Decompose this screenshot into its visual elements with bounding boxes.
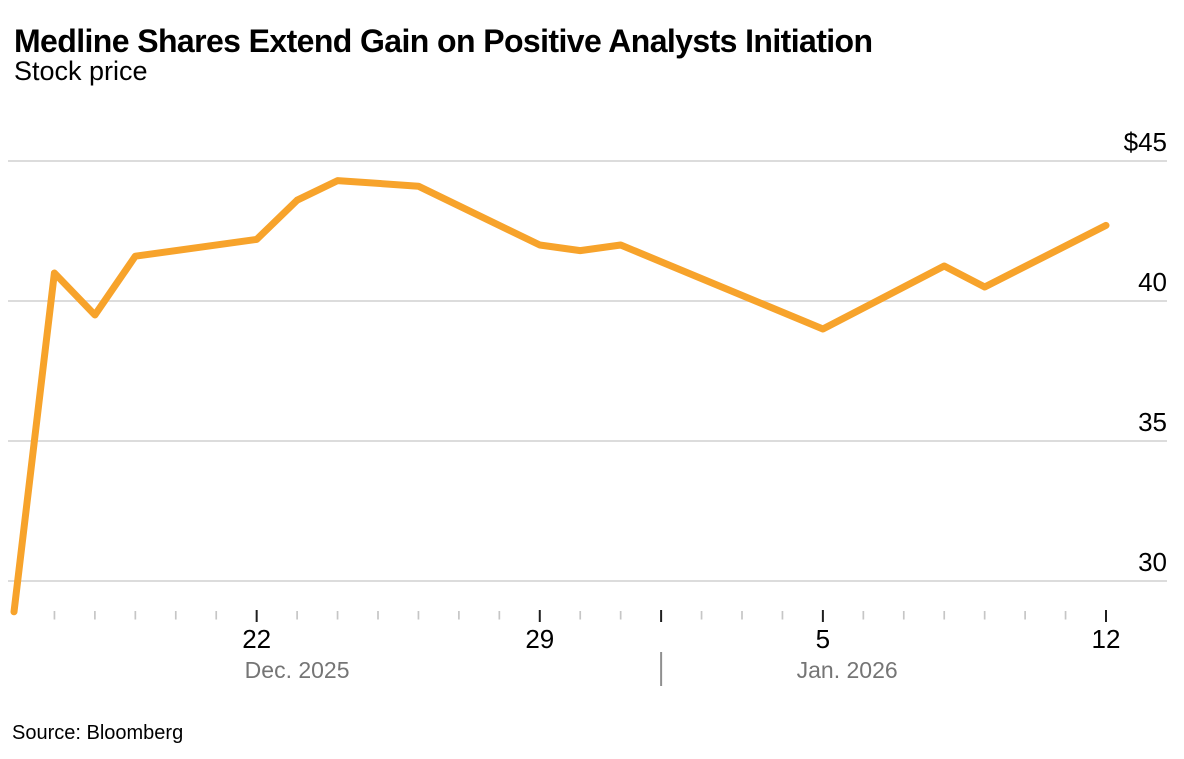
chart-subtitle: Stock price	[14, 56, 148, 86]
stock-price-line-chart: $45 40 35 30 22 29 5 12 Dec. 2025 Jan. 2026	[8, 127, 1167, 686]
price-line	[10, 177, 1110, 616]
x-tick-label: 29	[525, 624, 554, 654]
y-axis-label: $45	[1124, 127, 1167, 157]
month-label: Dec. 2025	[245, 657, 350, 683]
chart-title: Medline Shares Extend Gain on Positive A…	[14, 23, 873, 60]
month-label: Jan. 2026	[797, 657, 898, 683]
y-axis-label: 30	[1138, 547, 1167, 577]
x-tick-label: 12	[1092, 624, 1121, 654]
y-axis-label: 40	[1138, 267, 1167, 297]
y-axis-label: 35	[1138, 407, 1167, 437]
x-tick-label: 22	[242, 624, 271, 654]
x-tick-label: 5	[816, 624, 830, 654]
source-label: Source: Bloomberg	[12, 722, 184, 744]
